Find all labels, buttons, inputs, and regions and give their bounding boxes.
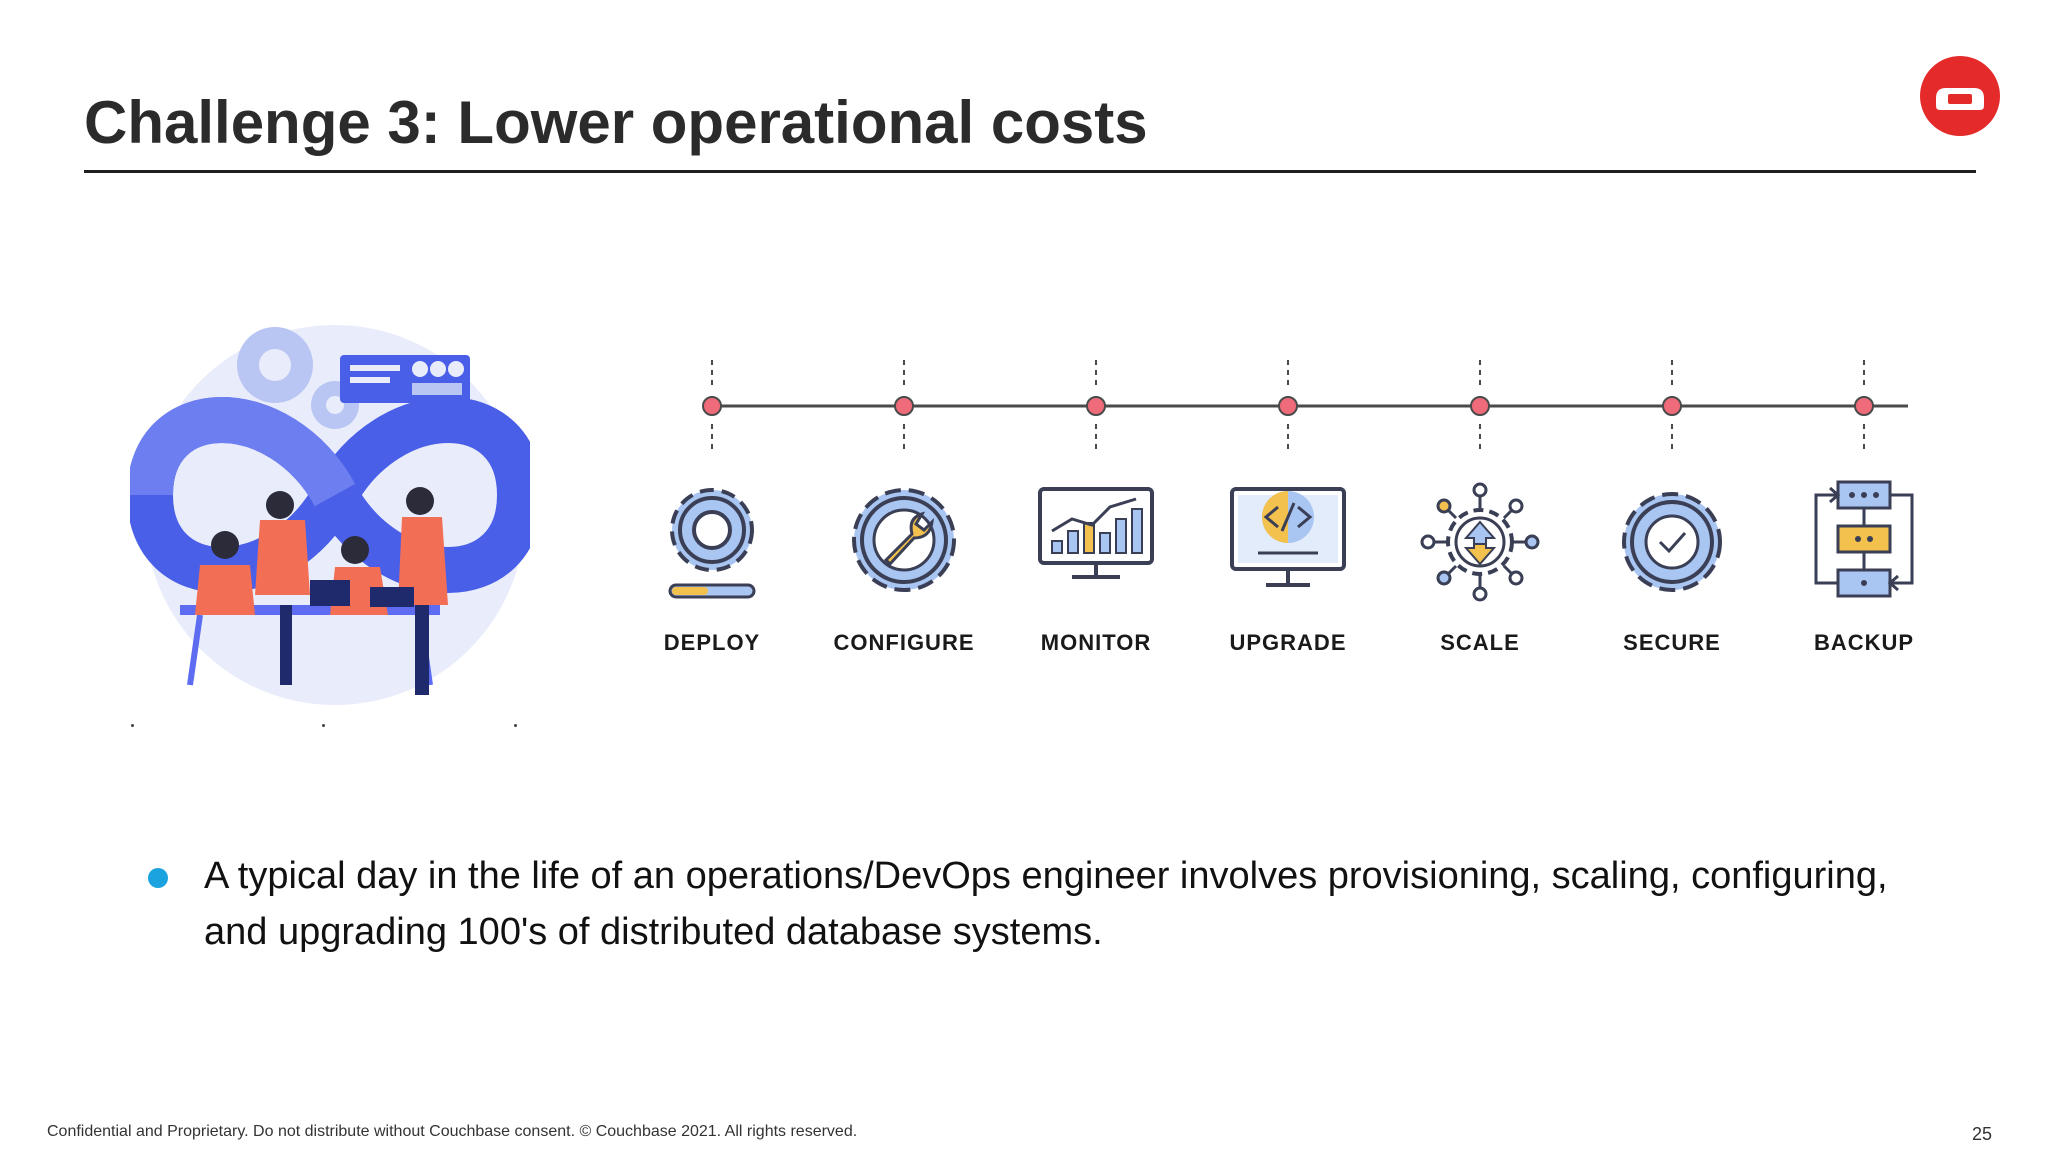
speck	[131, 724, 134, 727]
gear-check-icon	[1622, 492, 1722, 592]
footer-disclaimer: Confidential and Proprietary. Do not dis…	[47, 1123, 858, 1140]
gear-progress-icon	[668, 488, 756, 599]
timeline-node	[1278, 396, 1298, 416]
step-label-monitor: MONITOR	[1040, 630, 1152, 655]
step-label-upgrade: UPGRADE	[1229, 630, 1347, 655]
bullet-dot-icon	[148, 868, 168, 888]
wrench-gear-icon	[852, 488, 956, 592]
timeline-node	[894, 396, 914, 416]
couchbase-logo	[1920, 56, 2000, 136]
scale-network-icon	[1420, 482, 1540, 602]
bullet-text: A typical day in the life of an operatio…	[204, 855, 1888, 953]
backup-flow-icon	[1814, 480, 1914, 598]
step-label-deploy: DEPLOY	[663, 630, 761, 655]
step-label-backup: BACKUP	[1813, 630, 1915, 655]
page-number: 25	[1972, 1124, 1993, 1144]
timeline-node	[1470, 396, 1490, 416]
step-label-configure: CONFIGURE	[833, 630, 975, 655]
speck	[514, 724, 517, 727]
monitor-chart-icon	[1038, 487, 1154, 579]
slide-title: Challenge 3: Lower operational costs	[84, 89, 1148, 156]
step-label-secure: SECURE	[1623, 630, 1721, 655]
title-underline	[84, 170, 1976, 173]
timeline-node	[702, 396, 722, 416]
timeline-node	[1086, 396, 1106, 416]
timeline-node	[1662, 396, 1682, 416]
speck	[322, 724, 325, 727]
operations-timeline	[668, 360, 1914, 602]
step-label-scale: SCALE	[1440, 630, 1520, 655]
devops-team-illustration	[130, 325, 530, 705]
timeline-node	[1854, 396, 1874, 416]
code-monitor-icon	[1230, 487, 1346, 587]
